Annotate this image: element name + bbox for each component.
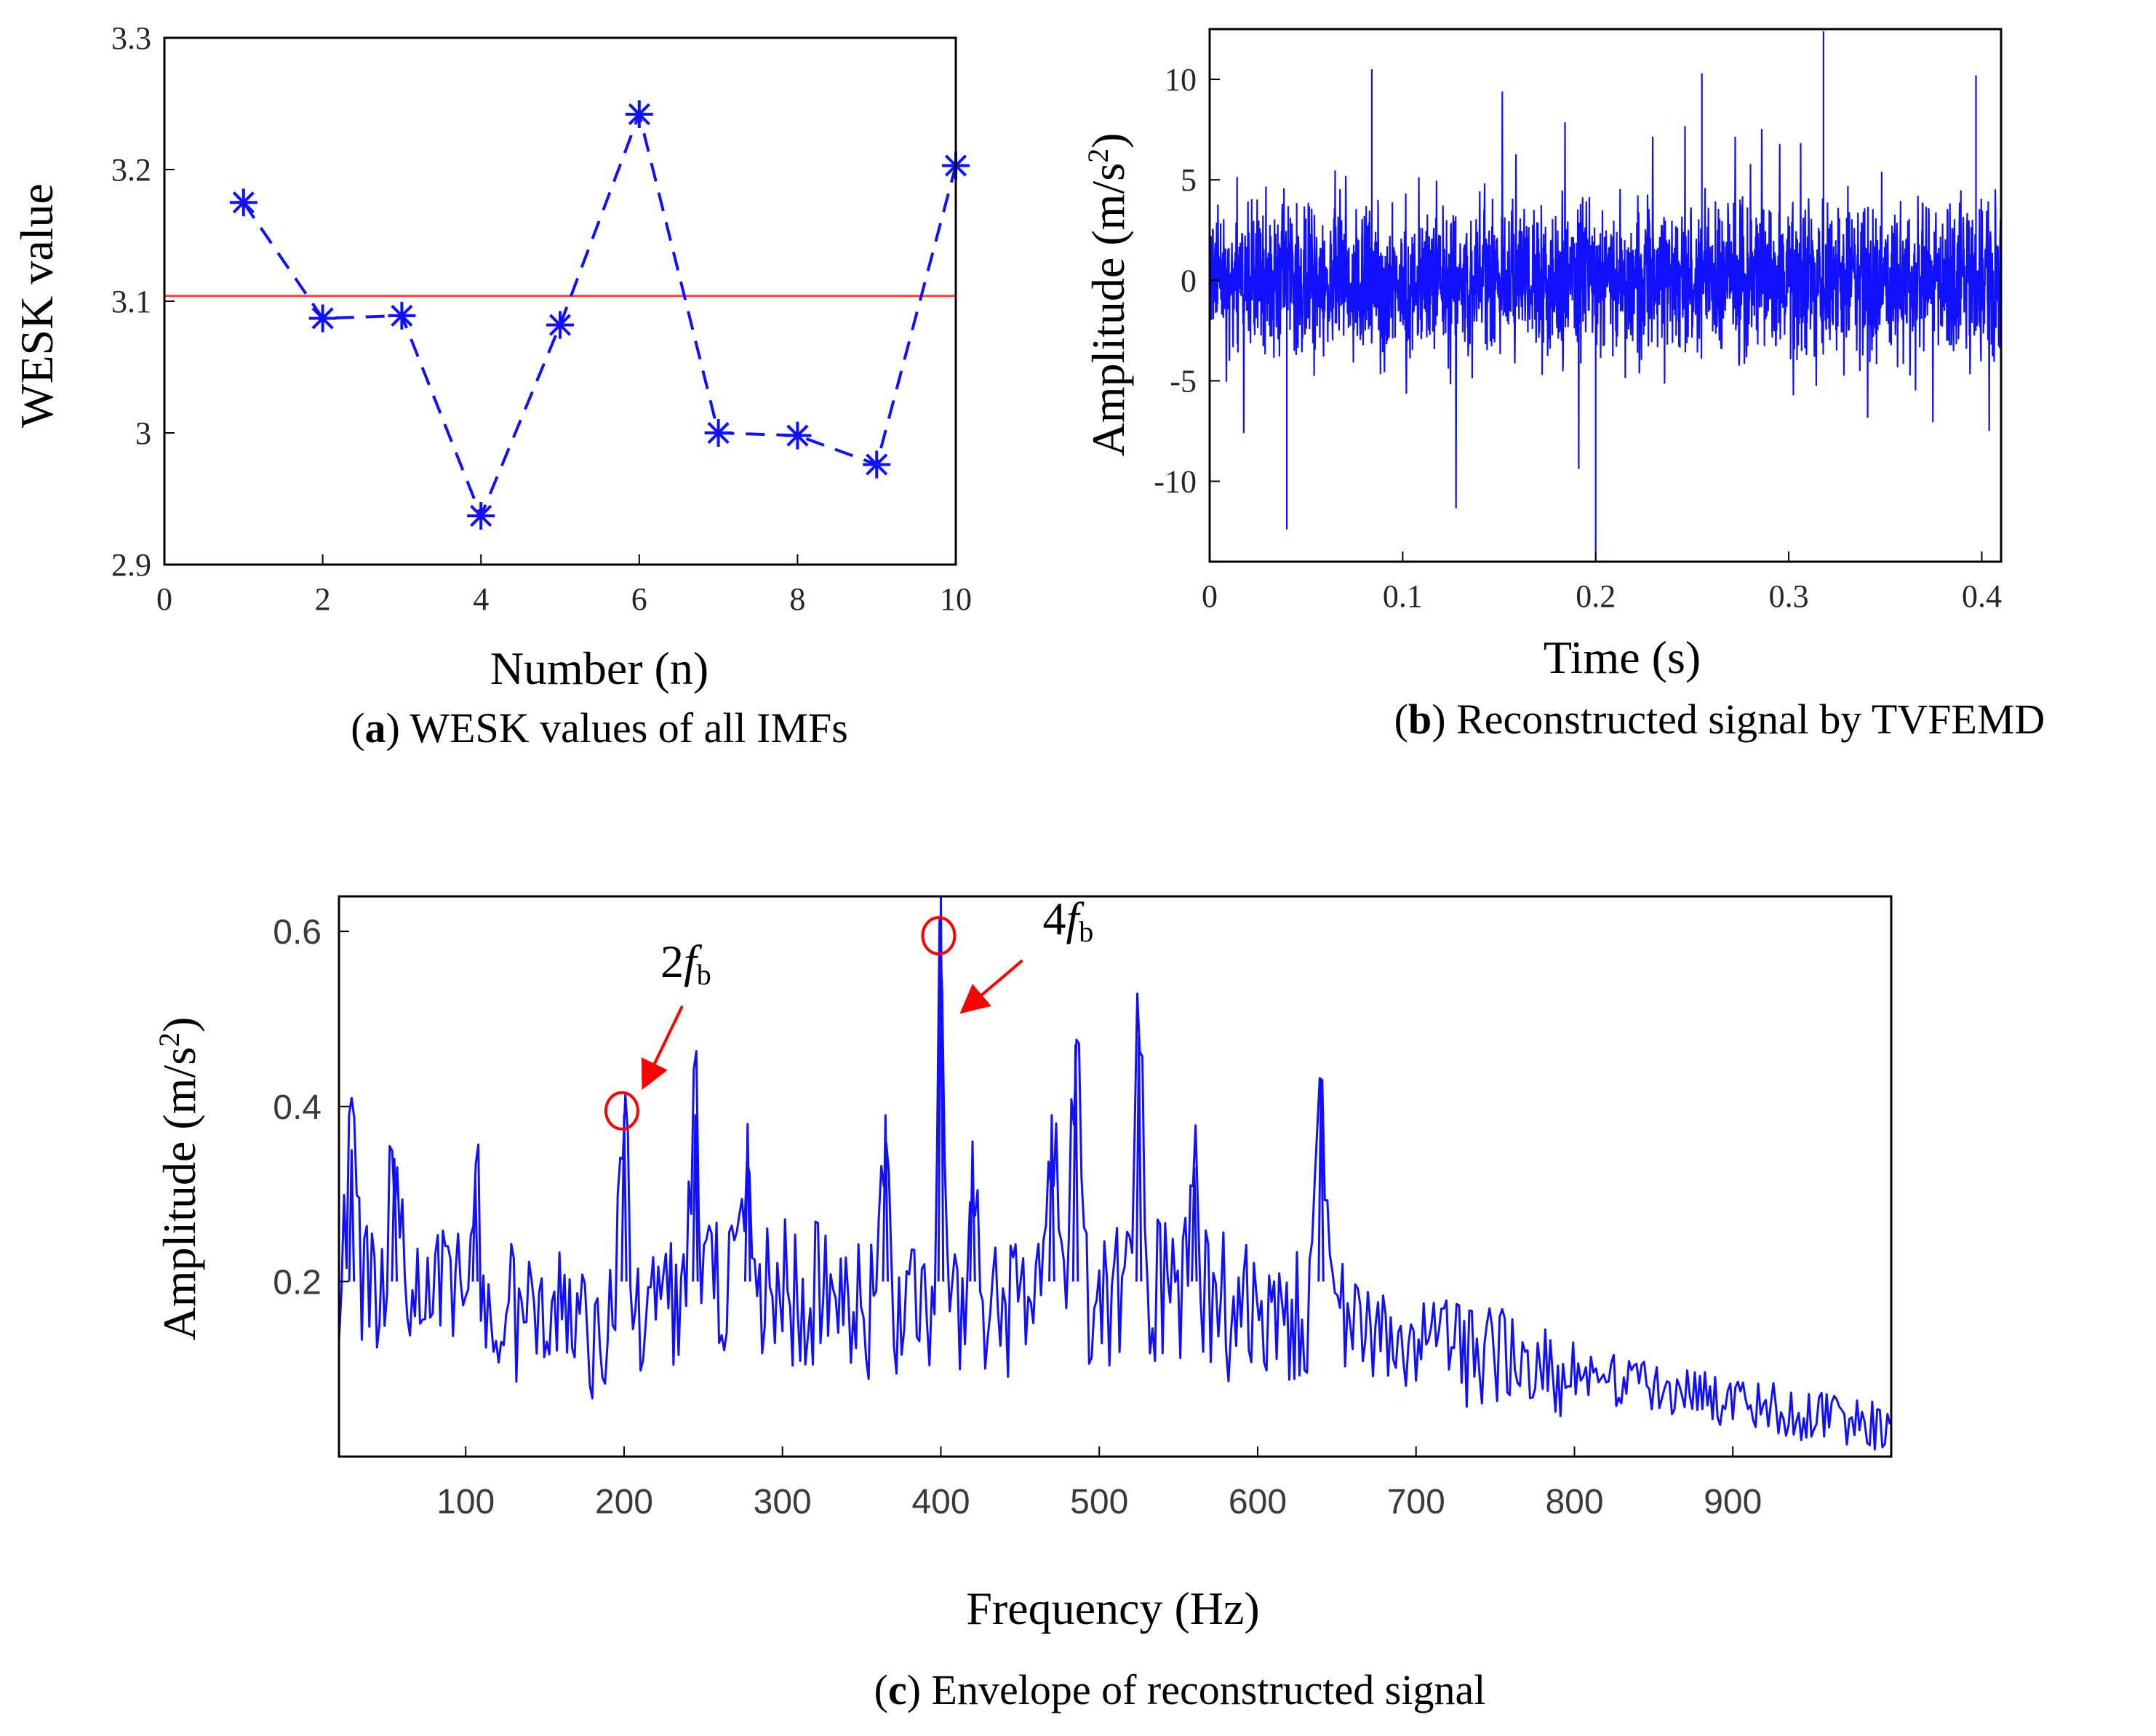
chart-b-y-tick-label: -5: [1170, 363, 1197, 399]
chart-b-y-tick-label: 0: [1181, 263, 1197, 298]
chart-a-marker-4: [467, 502, 495, 530]
chart-a-x-tick-label: 4: [473, 581, 489, 617]
chart-a-y-tick-label: 2.9: [111, 547, 151, 583]
chart-c-spectrum-line: [339, 896, 1891, 1451]
chart-b-signal-line: [1210, 31, 2001, 562]
chart-b-reconstructed-signal: 0 0.1 0.2 0.3 0.4 -10 -5 0 5 10 Time (s) Amplitu…: [1082, 28, 2045, 743]
chart-b-x-tick-label: 0: [1202, 578, 1218, 614]
chart-c-x-tick-label: 100: [436, 1483, 495, 1521]
chart-c-peak-circle: [604, 1091, 639, 1131]
chart-a-y-tick-labels: 2.9 3 3.1 3.2 3.3: [111, 20, 151, 583]
chart-c-y-axis-label: Amplitude (m/s2): [153, 1017, 206, 1341]
chart-a-y-tick-label: 3.2: [111, 152, 151, 188]
chart-a-y-tick-label: 3.3: [111, 20, 151, 56]
chart-c-x-axis-label: Frequency (Hz): [966, 1582, 1259, 1634]
chart-c-peak-circle: [921, 916, 957, 956]
chart-c-x-tick-labels: 100 200 300 400 500 600 700 800 900: [436, 1483, 1762, 1521]
chart-c-annotation-label: 4fb: [1042, 893, 1093, 948]
chart-c-annotation-arrow: [959, 959, 1023, 1014]
chart-a-x-axis-label: Number (n): [490, 642, 708, 694]
chart-c-y-tick-labels: 0.2 0.4 0.6: [273, 913, 322, 1302]
chart-c-annotation-1: 2fb: [604, 936, 711, 1131]
chart-c-envelope-spectrum: 100 200 300 400 500 600 700 800 900 0.2 0.4 0.6 2f…: [153, 893, 1893, 1713]
chart-b-caption: (b) Reconstructed signal by TVFEMD: [1394, 696, 2045, 743]
chart-a-y-tick-label: 3: [135, 415, 151, 451]
chart-b-x-tick-label: 0.4: [1962, 578, 2002, 614]
chart-b-y-tick-label: -10: [1154, 464, 1197, 500]
chart-a-x-tick-label: 0: [156, 581, 172, 617]
chart-a-caption: (a) WESK values of all IMFs: [351, 704, 848, 752]
chart-a-marker-3: [388, 301, 416, 330]
chart-a-x-tick-label: 8: [789, 581, 805, 617]
chart-c-annotations: 2fb 4fb: [604, 893, 1093, 1131]
chart-a-y-axis-label: WESK value: [11, 183, 63, 428]
chart-c-x-tick-label: 800: [1545, 1483, 1603, 1521]
chart-c-x-tick-label: 900: [1704, 1483, 1762, 1521]
chart-a-marker-6: [625, 100, 653, 128]
chart-a-marker-2: [308, 304, 337, 333]
chart-c-annotation-arrow: [641, 1005, 684, 1090]
chart-a-x-tick-label: 2: [315, 581, 331, 617]
chart-b-plot-frame: [1208, 28, 2003, 563]
chart-c-annotation-label: 2fb: [660, 936, 711, 991]
chart-c-x-tick-label: 300: [754, 1483, 812, 1521]
chart-a-marker-7: [704, 419, 732, 447]
chart-a-marker-5: [546, 311, 574, 339]
chart-b-x-tick-label: 0.3: [1769, 578, 1809, 614]
chart-c-x-tick-label: 700: [1387, 1483, 1445, 1521]
chart-c-y-tick-label: 0.2: [273, 1263, 322, 1302]
chart-a-markers: [229, 100, 970, 530]
chart-b-y-tick-label: 5: [1181, 162, 1197, 198]
chart-a-x-tick-label: 6: [631, 581, 647, 617]
chart-c-tick-marks: [339, 931, 1734, 1457]
chart-c-x-tick-label: 500: [1070, 1483, 1128, 1521]
chart-c-y-tick-label: 0.6: [273, 913, 322, 952]
chart-c-x-tick-label: 200: [595, 1483, 653, 1521]
chart-b-x-tick-label: 0.1: [1383, 578, 1423, 614]
chart-c-plot-frame: [338, 895, 1893, 1458]
chart-c-caption: (c) Envelope of reconstructed signal: [874, 1666, 1486, 1713]
chart-a-wesk-values: 0 2 4 6 8 10 2.9 3 3.1 3.2 3.3 Number (n) WESK va…: [11, 20, 972, 752]
chart-c-x-tick-label: 400: [911, 1483, 970, 1521]
chart-a-marker-8: [783, 421, 812, 450]
chart-c-y-tick-label: 0.4: [273, 1088, 322, 1127]
chart-a-marker-1: [229, 188, 257, 217]
chart-c-annotation-2: 4fb: [921, 893, 1093, 1014]
chart-b-y-tick-label: 10: [1165, 62, 1197, 97]
chart-a-x-tick-label: 10: [940, 581, 972, 617]
chart-b-x-tick-labels: 0 0.1 0.2 0.3 0.4: [1202, 578, 2002, 614]
chart-b-x-tick-label: 0.2: [1576, 578, 1616, 614]
chart-a-marker-9: [863, 450, 891, 479]
chart-a-tick-marks: [164, 37, 957, 565]
chart-b-y-tick-labels: -10 -5 0 5 10: [1154, 62, 1197, 499]
chart-b-y-axis-label: Amplitude (m/s2): [1082, 133, 1135, 457]
chart-a-y-tick-label: 3.1: [111, 284, 151, 319]
chart-b-x-axis-label: Time (s): [1544, 632, 1701, 683]
chart-a-series-line: [242, 109, 957, 520]
chart-a-plot-frame: [163, 36, 957, 566]
chart-a-x-tick-labels: 0 2 4 6 8 10: [156, 581, 972, 617]
chart-c-x-tick-label: 600: [1229, 1483, 1287, 1521]
